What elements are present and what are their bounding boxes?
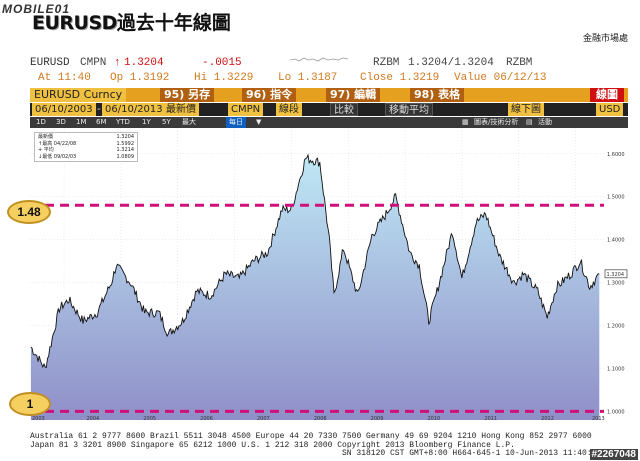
events-button[interactable]: 活動: [538, 118, 552, 126]
quote-rzbm: RZBM: [373, 57, 400, 69]
x-tick-label: 2006: [200, 416, 213, 422]
period-1m[interactable]: 1M: [76, 118, 87, 126]
x-tick-label: 2011: [484, 416, 497, 422]
footer-line-2: Japan 81 3 3201 8900 Singapore 65 6212 1…: [30, 440, 515, 450]
start-date-input[interactable]: 06/10/2003: [32, 103, 96, 116]
menu-table[interactable]: 98) 表格: [410, 88, 465, 102]
y-tick-label: 1.0000: [607, 409, 625, 415]
legend-row-low: ↓最低 09/02/03 1.0809: [38, 153, 134, 160]
date-range-bar: 06/10/2003 - 06/10/2013 最新價 CMPN 線段 比較 移…: [30, 103, 628, 116]
quote-ticker: EURUSD: [30, 57, 70, 69]
annotation-lower-level: 1: [9, 392, 51, 416]
chart-mode-label[interactable]: 線圖: [590, 88, 624, 102]
price-chart: 1.0000 1.1000 1.2000 1.3000 1.4000 1.5000 1.60…: [30, 128, 628, 423]
quote-open: Op 1.3192: [110, 72, 170, 84]
y-tick-label: 1.5000: [607, 195, 625, 201]
chart-analysis-icon[interactable]: ▦: [462, 118, 469, 126]
title-chinese: 過去十年線圖: [116, 12, 231, 34]
x-tick-label: 2004: [87, 416, 100, 422]
quote-high: Hi 1.3229: [194, 72, 254, 84]
quote-time: At 11:40: [38, 72, 91, 84]
quote-value: Value 06/12/13: [454, 72, 547, 84]
period-5y[interactable]: 5Y: [162, 118, 171, 126]
bloomberg-footer: Australia 61 2 9777 8600 Brazil 5511 304…: [30, 432, 630, 459]
frequency-select[interactable]: 每日: [226, 117, 246, 128]
events-icon[interactable]: ▤: [526, 118, 533, 126]
quote-bid-ask: 1.3204/1.3204: [408, 57, 494, 69]
y-tick-label: 1.4000: [607, 238, 625, 244]
legend-row-last: 最新價 1.3204: [38, 134, 134, 140]
compare-button[interactable]: 比較: [330, 103, 358, 116]
period-6m[interactable]: 6M: [96, 118, 107, 126]
site-logo: MOBILE01: [2, 2, 71, 16]
quote-source: CMPN: [80, 57, 107, 69]
period-1y[interactable]: 1Y: [142, 118, 151, 126]
watermark: #2267048: [589, 449, 638, 460]
quote-rzbm-2: RZBM: [506, 57, 533, 69]
quote-change: -.0015: [202, 57, 242, 69]
period-max[interactable]: 最大: [182, 118, 196, 126]
period-toolbar: 1D 3D 1M 6M YTD 1Y 5Y 最大 每日 ▼ ▦ 圖表/技術分析 …: [30, 117, 628, 128]
chart-legend: 最新價 1.3204 ↑最高 04/22/08 1.5992 + 平均 1.3214 …: [34, 132, 138, 162]
menu-commands[interactable]: 96) 指令: [242, 88, 297, 102]
quote-low: Lo 1.3187: [278, 72, 338, 84]
x-tick-label: 2008: [314, 416, 327, 422]
price-area: [30, 155, 600, 420]
price-line: [30, 153, 600, 369]
chart-canvas: 1.0000 1.1000 1.2000 1.3000 1.4000 1.5000 1.60…: [30, 128, 628, 422]
currency-select[interactable]: USD: [596, 103, 624, 116]
date-separator: -: [97, 104, 101, 115]
legend-row-high: ↑最高 04/22/08 1.5992: [38, 140, 134, 147]
last-price-label: 1.3204: [607, 272, 625, 278]
quote-close: Close 1.3219: [360, 72, 440, 84]
y-tick-label: 1.3000: [607, 281, 625, 287]
last-price-marker: [604, 269, 628, 279]
menu-edit[interactable]: 97) 編輯: [326, 88, 381, 102]
moving-average-button[interactable]: 移動平均: [385, 103, 433, 116]
chevron-down-icon[interactable]: ▼: [256, 118, 262, 126]
x-tick-label: 2009: [371, 416, 384, 422]
quote-arrow: ↑: [114, 57, 121, 69]
chart-analysis-button[interactable]: 圖表/技術分析: [474, 118, 519, 126]
period-3d[interactable]: 3D: [56, 118, 66, 126]
menu-save-as[interactable]: 95) 另存: [160, 88, 215, 102]
source-label: 金融市場處: [582, 34, 628, 44]
footer-line-3: SN 318120 CST GMT+8:00 H664-645-1 10-Jun…: [342, 449, 602, 458]
price-mode-select[interactable]: 最新價: [163, 103, 199, 116]
x-tick-label: 2012: [541, 416, 554, 422]
period-1d[interactable]: 1D: [36, 118, 46, 126]
x-tick-label: 2013: [592, 416, 605, 422]
period-ytd[interactable]: YTD: [116, 118, 130, 126]
x-tick-label: 2005: [143, 416, 156, 422]
chart-type-select[interactable]: 線下圖: [508, 103, 544, 116]
x-tick-label: 2007: [257, 416, 270, 422]
legend-row-average: + 平均 1.3214: [38, 147, 134, 153]
y-tick-label: 1.1000: [607, 366, 625, 372]
x-tick-label: 2010: [428, 416, 441, 422]
footer-line-1: Australia 61 2 9777 8600 Brazil 5511 304…: [30, 432, 592, 441]
y-tick-label: 1.2000: [607, 324, 625, 330]
pricing-source-select[interactable]: CMPN: [228, 103, 264, 116]
page-title: EURUSD過去十年線圖: [32, 8, 231, 35]
annotation-upper-level: 1.48: [7, 200, 51, 224]
sparkline-icon: [290, 57, 349, 62]
quote-last: 1.3204: [124, 57, 164, 69]
line-style-select[interactable]: 線段: [276, 103, 302, 116]
command-bar: EURUSD Curncy 95) 另存 96) 指令 97) 編輯 98) 表…: [30, 88, 628, 102]
title-ticker: EURUSD: [32, 12, 117, 34]
y-tick-label: 1.6000: [607, 152, 625, 158]
security-ticker[interactable]: EURUSD Curncy: [30, 88, 127, 102]
x-tick-label: 2003: [32, 416, 45, 422]
end-date-input[interactable]: 06/10/2013: [102, 103, 166, 116]
